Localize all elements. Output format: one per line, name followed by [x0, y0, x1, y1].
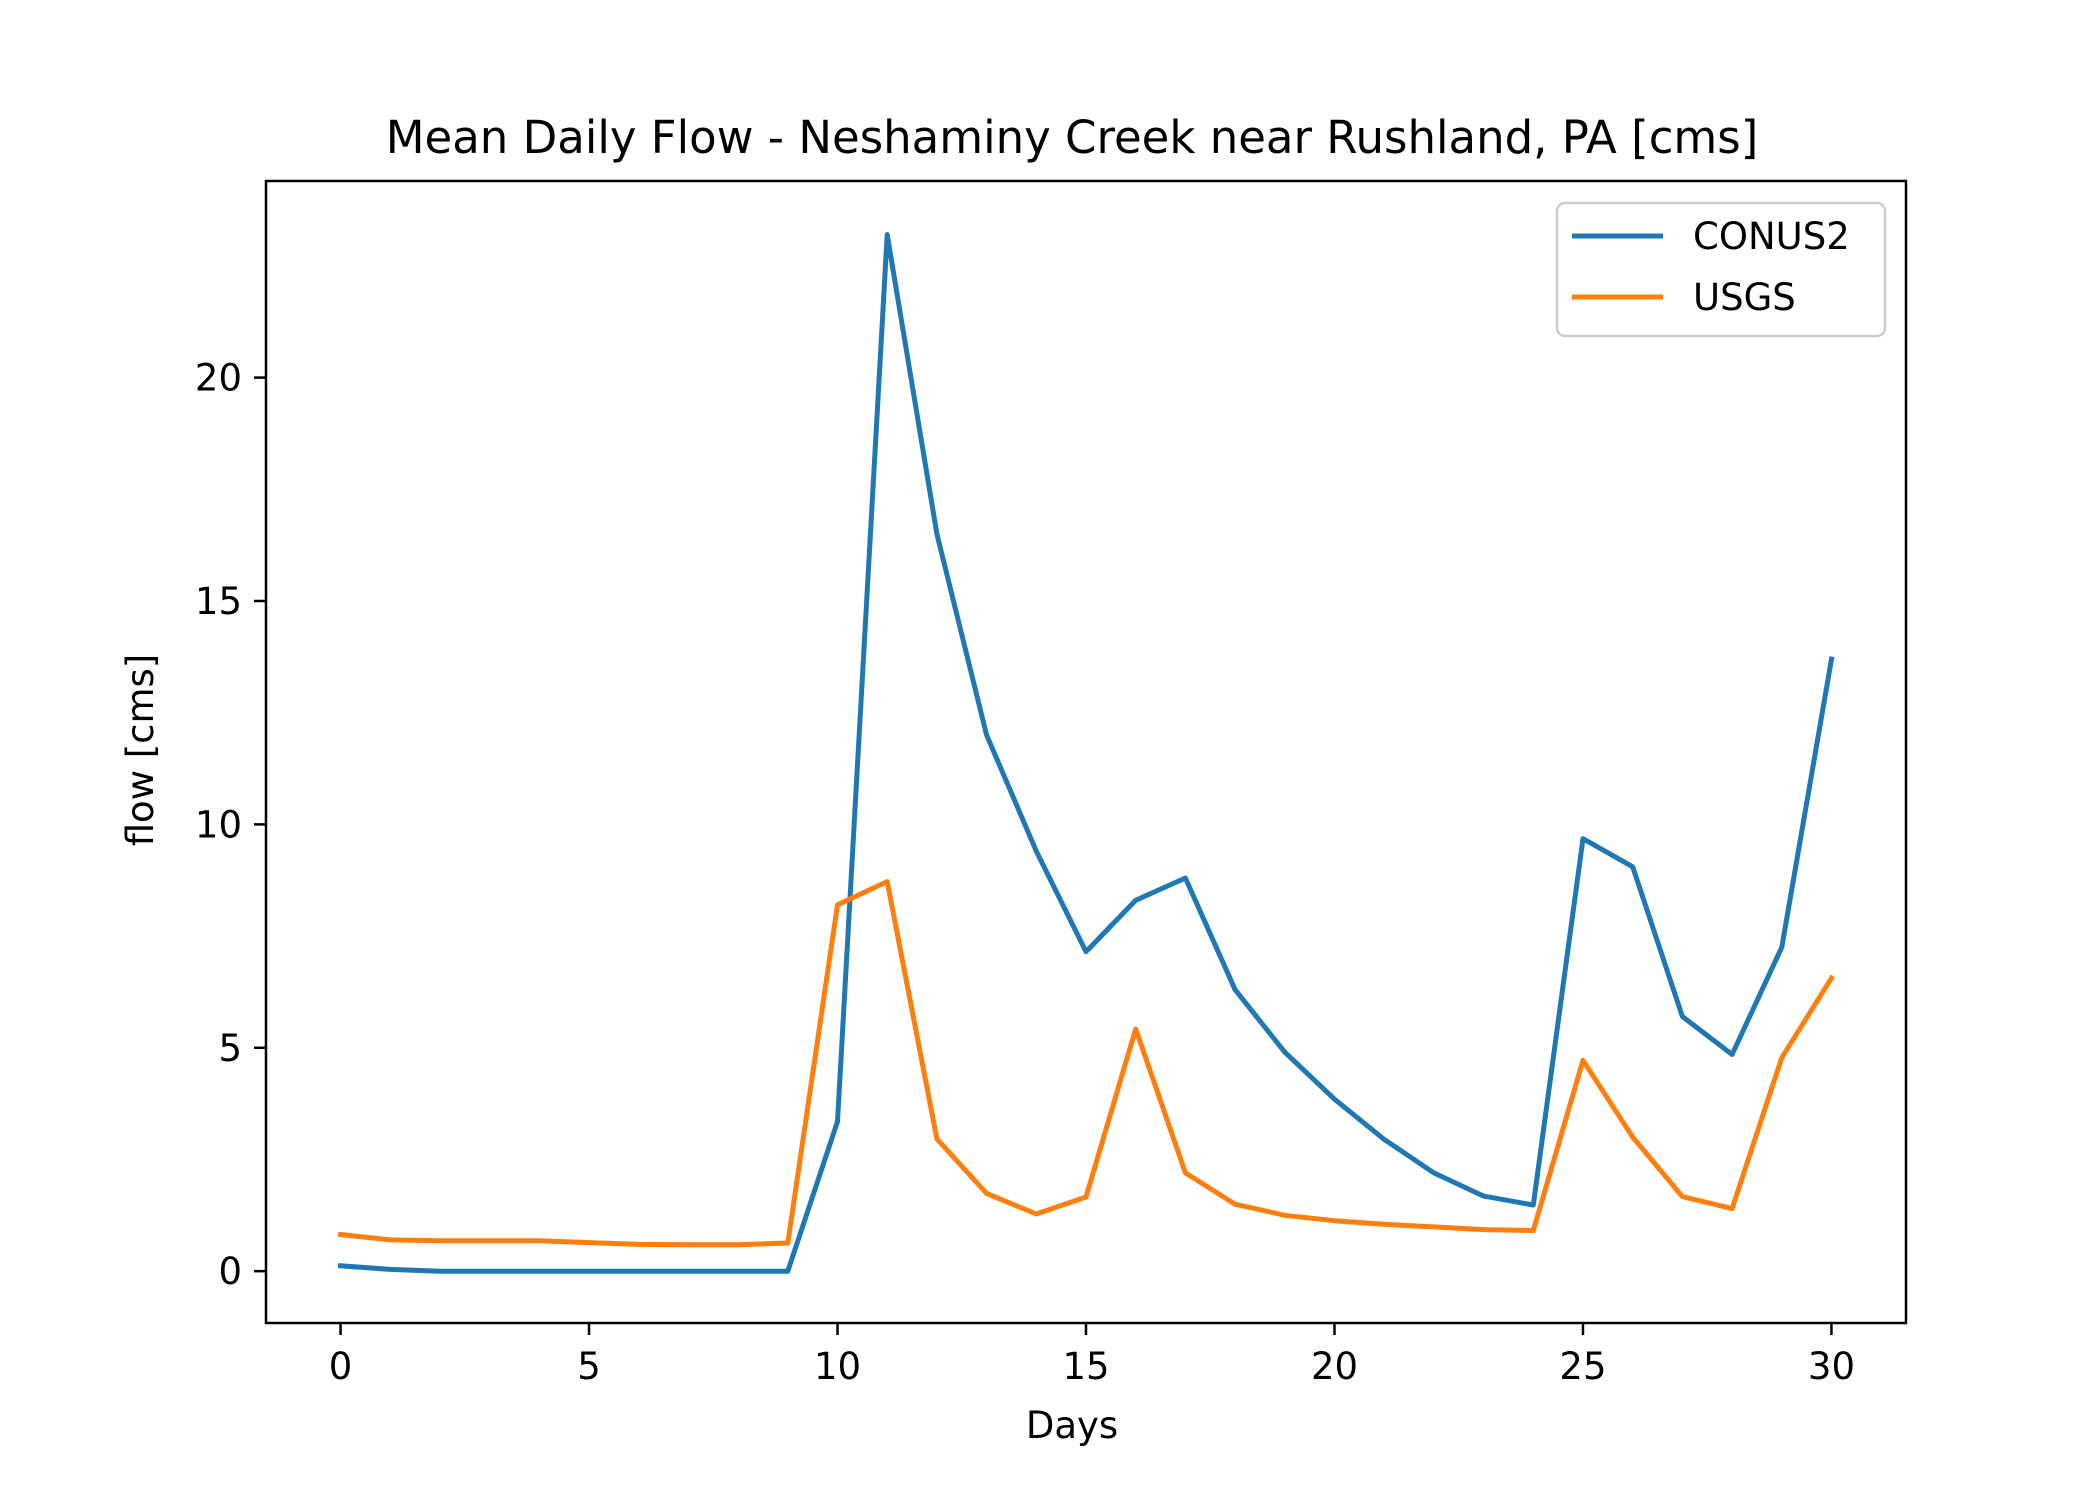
x-axis: 0 5 10 15 20 25 30 — [329, 1323, 1855, 1388]
y-tick-label: 20 — [195, 357, 242, 400]
y-tick-label: 10 — [195, 803, 242, 846]
y-tick-label: 0 — [218, 1250, 242, 1293]
legend: CONUS2 USGS — [1555, 201, 1887, 338]
y-tick-label: 15 — [195, 580, 242, 623]
series-line-usgs — [337, 879, 1835, 1248]
y-tick-label: 5 — [218, 1027, 242, 1070]
chart-title: Mean Daily Flow - Neshaminy Creek near R… — [386, 111, 1759, 164]
series-lines — [337, 232, 1835, 1274]
x-tick-label: 25 — [1559, 1345, 1606, 1388]
x-tick-label: 20 — [1311, 1345, 1358, 1388]
y-axis: 0 5 10 15 20 — [195, 357, 266, 1293]
legend-label-conus2: CONUS2 — [1693, 215, 1850, 258]
series-line-conus2 — [337, 232, 1835, 1274]
x-axis-label: Days — [1026, 1404, 1118, 1447]
x-tick-label: 15 — [1062, 1345, 1109, 1388]
plot-area — [337, 232, 1835, 1274]
x-tick-label: 10 — [814, 1345, 861, 1388]
x-tick-label: 5 — [577, 1345, 601, 1388]
x-tick-label: 0 — [329, 1345, 353, 1388]
x-tick-label: 30 — [1808, 1345, 1855, 1388]
plot-frame — [264, 179, 1908, 1325]
y-axis-label: flow [cms] — [119, 654, 162, 847]
legend-label-usgs: USGS — [1693, 276, 1796, 319]
